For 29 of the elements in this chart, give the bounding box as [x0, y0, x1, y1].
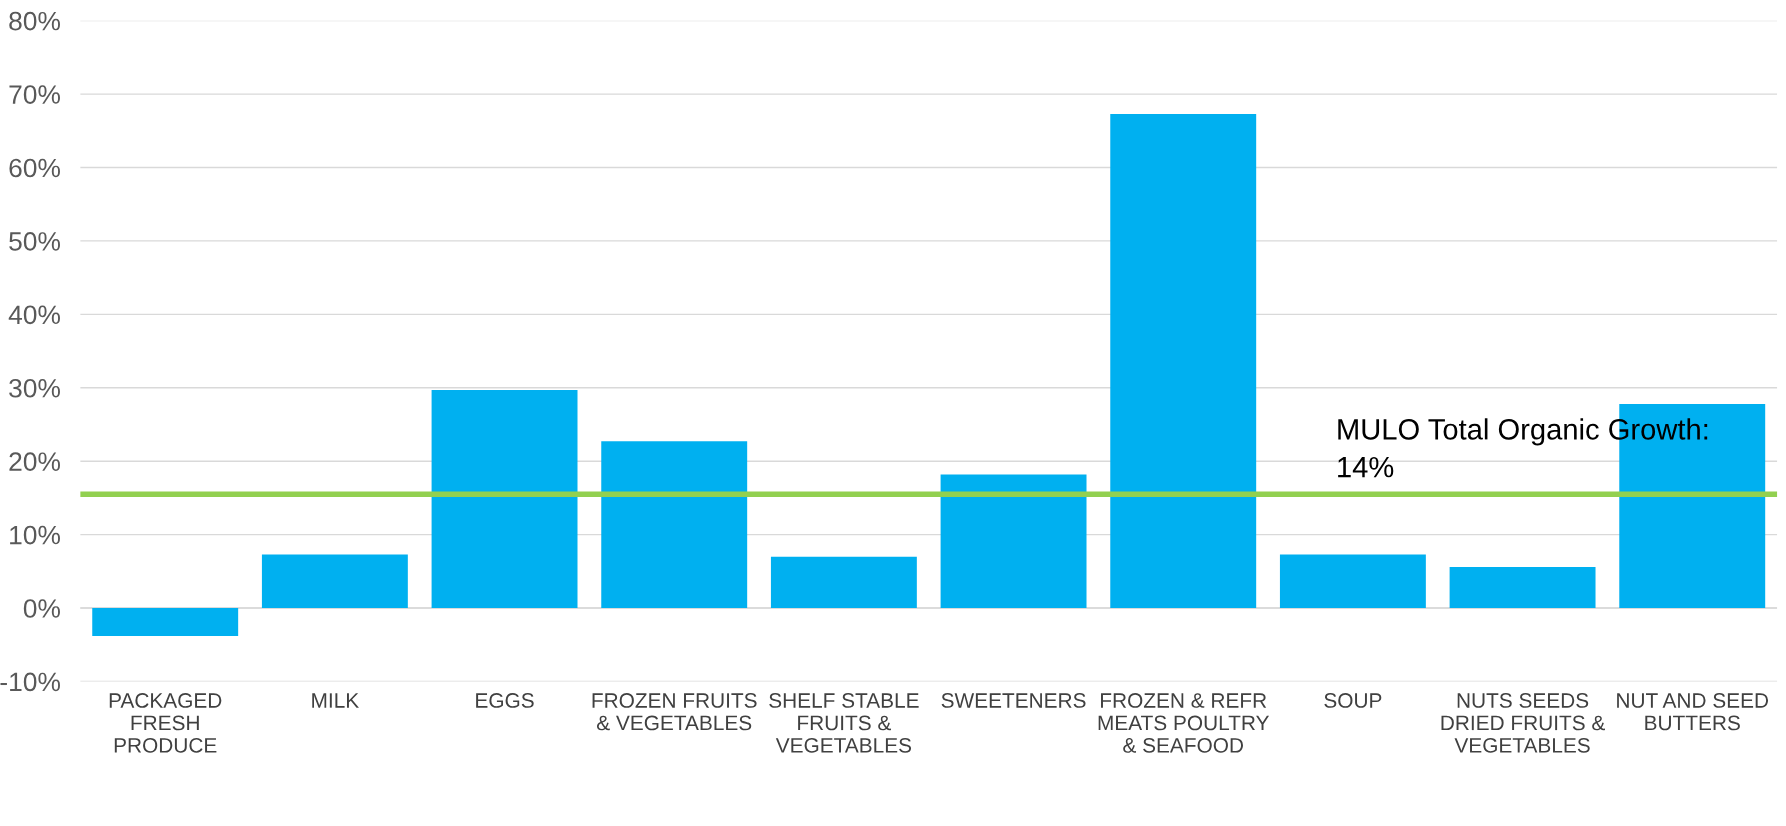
- x-tick-label: SHELF STABLE FRUITS & VEGETABLES: [769, 693, 919, 753]
- x-tick-label: PACKAGED FRESH PRODUCE: [109, 693, 222, 753]
- bar: [92, 608, 239, 636]
- y-tick-label: 0%: [23, 599, 60, 618]
- bar: [601, 441, 748, 609]
- x-tick-label: FROZEN & REFR MEATS POULTRY & SEAFOOD: [1098, 693, 1270, 753]
- y-tick-label: 20%: [9, 452, 60, 471]
- bar: [261, 554, 408, 609]
- y-tick-label: 50%: [9, 232, 60, 251]
- x-tick-label: SOUP: [1324, 693, 1382, 708]
- y-tick-label: 60%: [9, 158, 60, 178]
- x-tick-label: EGGS: [476, 693, 534, 708]
- y-tick-label: 30%: [9, 378, 60, 398]
- x-tick-label: SWEETENERS: [941, 693, 1086, 708]
- bar: [1110, 113, 1257, 609]
- x-tick-label: MILK: [312, 693, 359, 708]
- bar: [1449, 566, 1596, 609]
- y-tick-label: -10%: [0, 672, 60, 692]
- bar: [431, 389, 578, 609]
- x-tick-label: FROZEN FRUITS & VEGETABLES: [592, 693, 757, 731]
- bar: [940, 474, 1087, 609]
- y-tick-label: 80%: [9, 11, 60, 31]
- y-tick-label: 40%: [8, 305, 60, 325]
- x-tick-label: NUT AND SEED BUTTERS: [1617, 693, 1769, 731]
- bar: [770, 556, 917, 609]
- bar: [1279, 554, 1426, 609]
- x-tick-label: NUTS SEEDS DRIED FRUITS & VEGETABLES: [1441, 693, 1605, 753]
- y-tick-label: 70%: [9, 85, 60, 104]
- y-tick-label: 10%: [10, 525, 60, 545]
